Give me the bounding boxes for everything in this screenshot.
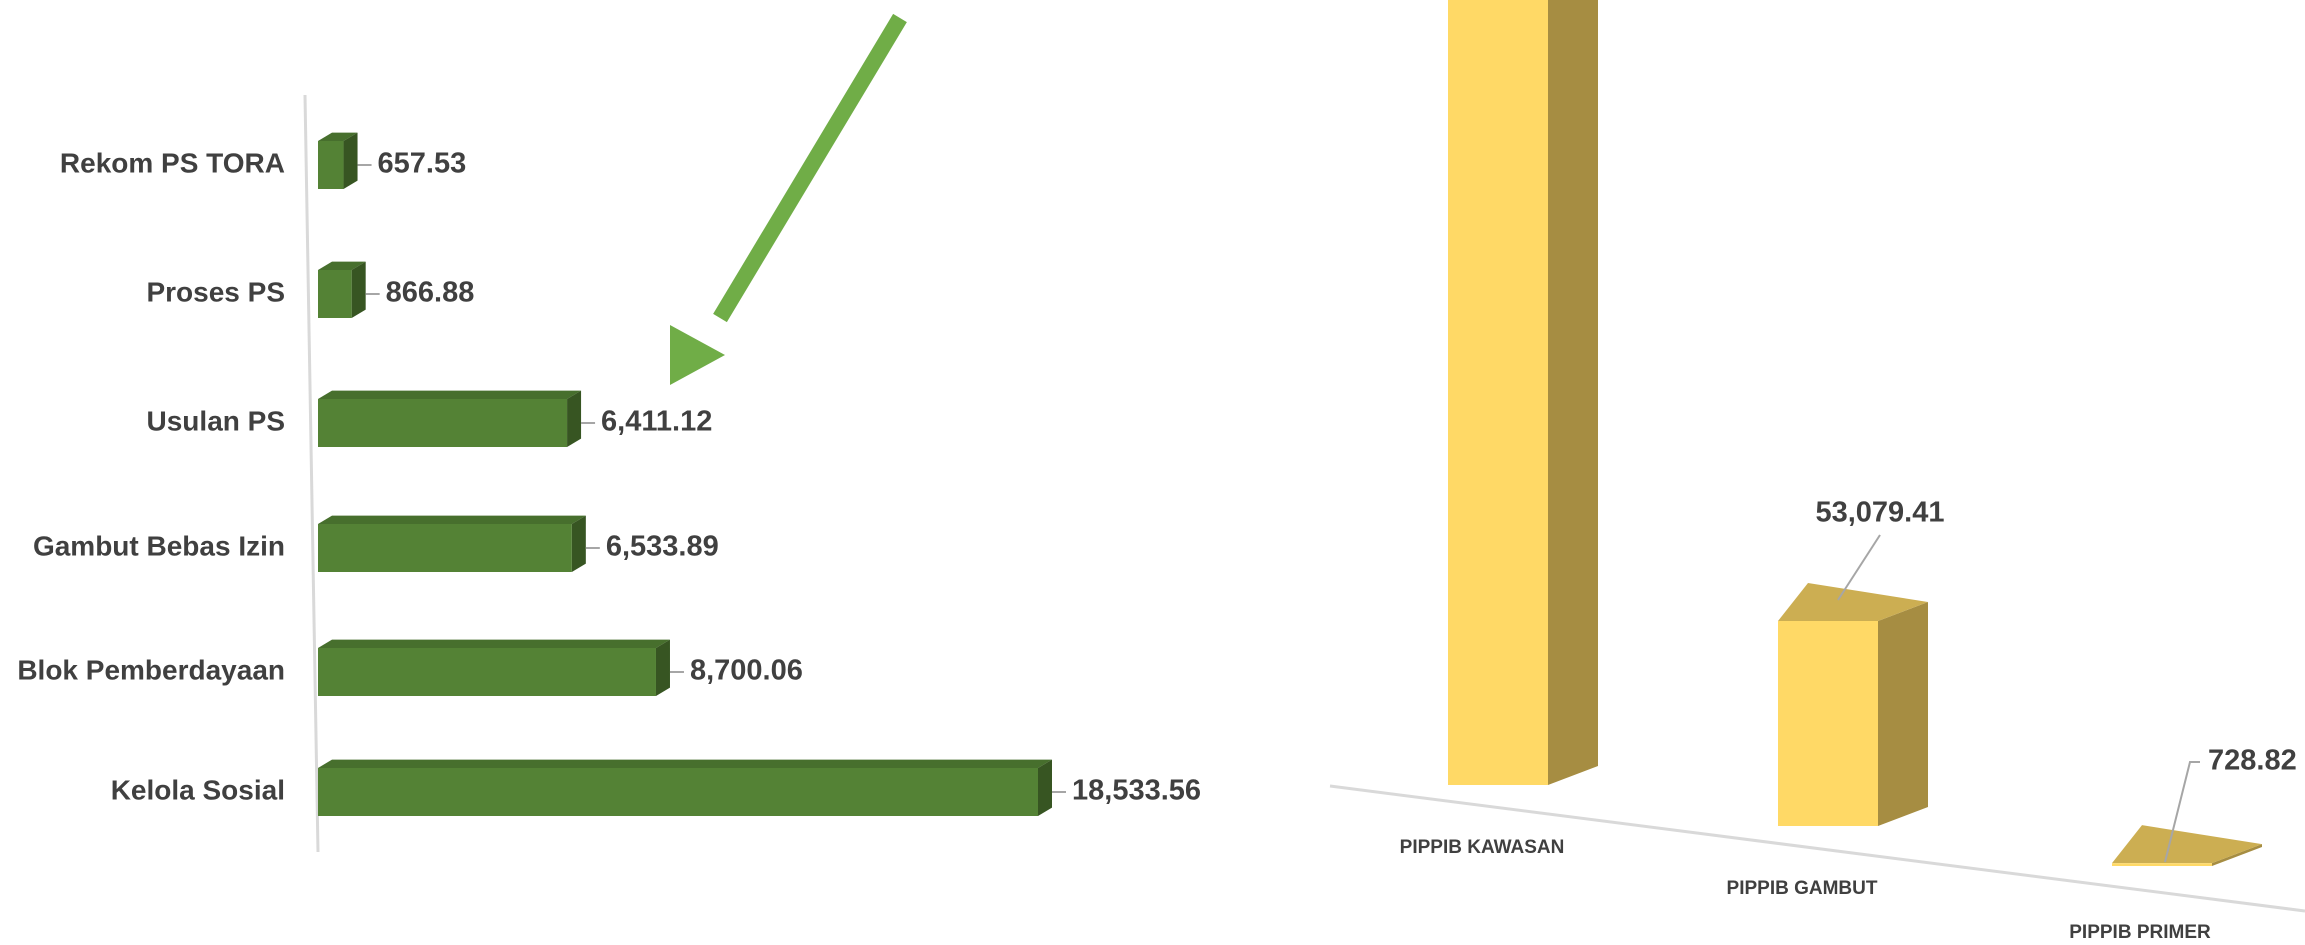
bar-side: [655, 639, 670, 696]
x-tick-label: PIPPIB GAMBUT: [1727, 878, 1878, 899]
bar-side: [343, 132, 358, 189]
bar-side: [567, 390, 582, 447]
data-label: 53,079.41: [1815, 497, 1944, 529]
y-tick-label: Usulan PS: [147, 405, 285, 436]
data-label: 6,533.89: [606, 531, 719, 563]
bar: [1448, 0, 1548, 786]
bar-top: [318, 132, 358, 141]
bar-side: [571, 515, 586, 572]
leader-line: [1837, 534, 1881, 601]
bar-side: [2212, 844, 2262, 866]
data-label: 866.88: [386, 277, 475, 309]
y-tick-label: Proses PS: [146, 276, 285, 307]
x-tick-label: PIPPIB KAWASAN: [1400, 837, 1565, 858]
bar: [318, 399, 568, 447]
y-tick-label: Blok Pemberdayaan: [17, 654, 285, 685]
data-label: 6,411.12: [601, 406, 712, 438]
bar-side: [351, 261, 366, 318]
data-label: 18,533.56: [1072, 775, 1201, 807]
data-label: 8,700.06: [690, 655, 803, 687]
bar: [2112, 863, 2212, 866]
bar-top: [318, 515, 586, 524]
bar-top: [2112, 825, 2262, 864]
data-label: 728.82: [2208, 745, 2297, 777]
bar-top: [318, 759, 1052, 768]
data-label: 657.53: [378, 148, 467, 180]
bar: [318, 524, 572, 572]
y-tick-label: Gambut Bebas Izin: [33, 530, 285, 561]
bar-side: [1038, 759, 1052, 816]
x-tick-label: PIPPIB PRIMER: [2069, 922, 2211, 943]
bar: [318, 648, 656, 696]
bar-top: [318, 261, 366, 270]
bar: [318, 270, 352, 318]
bar: [318, 141, 344, 189]
bar-side: [1548, 0, 1598, 785]
bar-top: [1778, 583, 1928, 622]
left-axis-line: [303, 94, 320, 853]
arrow: [670, 13, 907, 385]
bar: [1778, 621, 1878, 826]
bar-side: [1878, 602, 1928, 826]
bar: [318, 768, 1038, 816]
bar-top: [318, 639, 670, 648]
right-axis-line: [1329, 784, 2305, 913]
y-tick-label: Rekom PS TORA: [60, 147, 285, 178]
y-tick-label: Kelola Sosial: [111, 774, 285, 805]
leader-line: [2164, 761, 2200, 863]
bar-top: [318, 390, 582, 399]
